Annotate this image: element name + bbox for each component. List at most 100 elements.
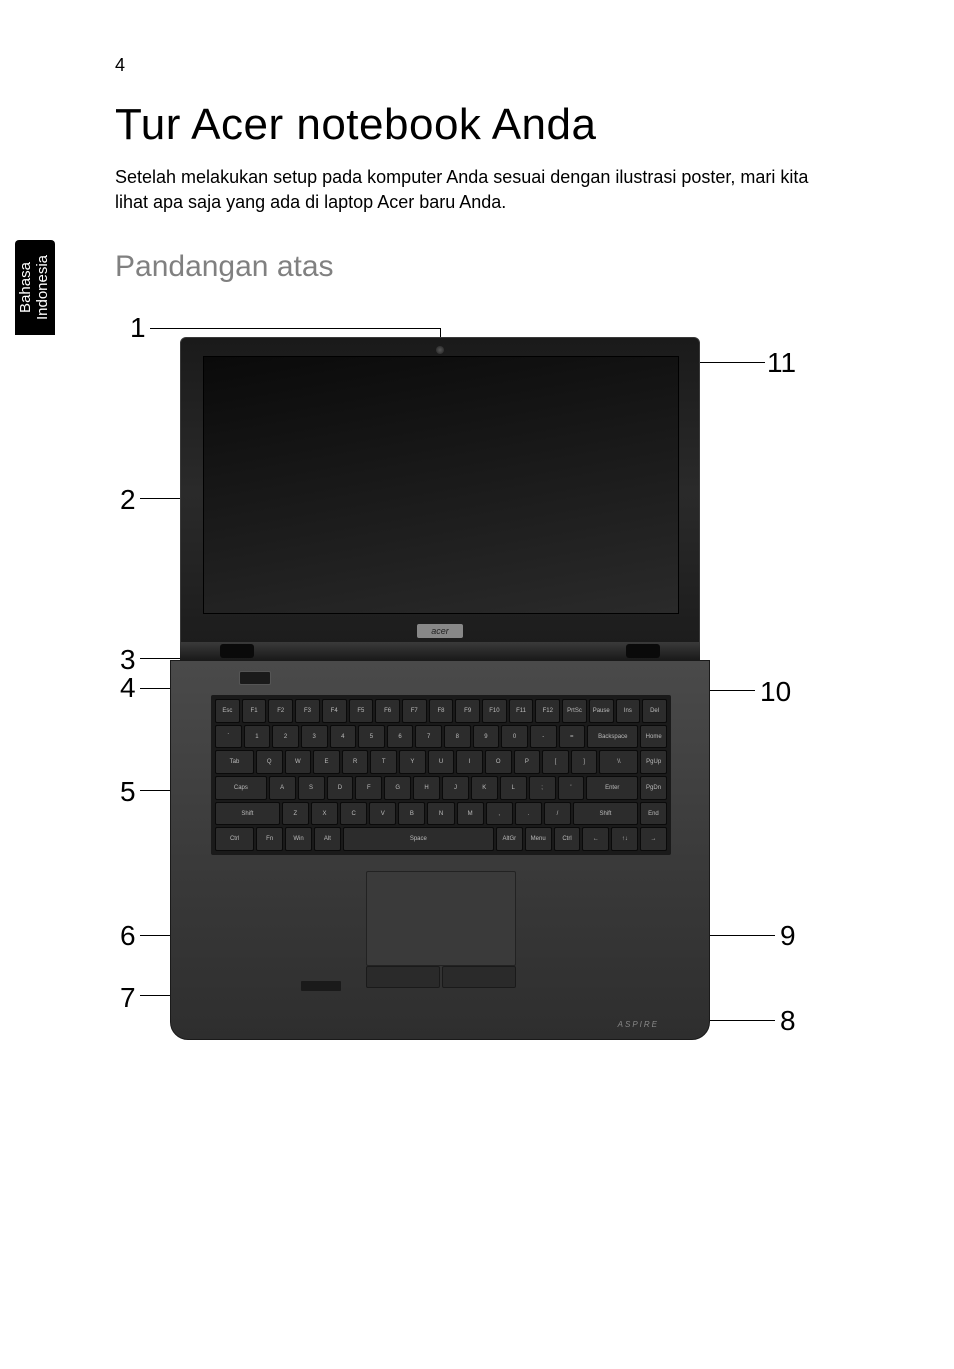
- key-row-q: Tab Q W E R T Y U I O P [ ] \\ PgUp: [215, 750, 667, 774]
- key: F3: [295, 699, 320, 723]
- key: 8: [444, 725, 471, 749]
- key: 1: [244, 725, 271, 749]
- key-arrow-left: ←: [582, 827, 609, 851]
- key: F6: [375, 699, 400, 723]
- laptop-screen: [203, 356, 679, 614]
- page-title: Tur Acer notebook Anda: [115, 100, 596, 150]
- callout-7: 7: [120, 982, 136, 1014]
- key: 7: [415, 725, 442, 749]
- intro-paragraph: Setelah melakukan setup pada komputer An…: [115, 165, 815, 215]
- key-tab: Tab: [215, 750, 254, 774]
- key: T: [370, 750, 397, 774]
- key-space: Space: [343, 827, 494, 851]
- screen-brand-logo: acer: [417, 624, 463, 638]
- language-tab-text: Bahasa Indonesia: [19, 255, 52, 320]
- key: Ins: [616, 699, 641, 723]
- key-menu: Menu: [525, 827, 552, 851]
- key-ctrl-r: Ctrl: [554, 827, 581, 851]
- callout-6: 6: [120, 920, 136, 952]
- key: D: [327, 776, 354, 800]
- key: I: [456, 750, 483, 774]
- key-win: Win: [285, 827, 312, 851]
- key: 0: [501, 725, 528, 749]
- laptop-diagram: acer Esc F1 F2 F3 F4 F5 F6 F7 F8 F9 F10 …: [180, 337, 700, 1042]
- key: ;: [529, 776, 556, 800]
- key: PrtSc: [562, 699, 587, 723]
- key: .: [515, 802, 542, 826]
- key: Del: [642, 699, 667, 723]
- leader-1: [150, 328, 440, 329]
- lang-line-2: Indonesia: [34, 255, 51, 320]
- key: S: [298, 776, 325, 800]
- key: F8: [429, 699, 454, 723]
- callout-11: 11: [767, 347, 796, 379]
- key: ': [558, 776, 585, 800]
- key: Z: [282, 802, 309, 826]
- key-row-num: ` 1 2 3 4 5 6 7 8 9 0 - = Backspace Home: [215, 725, 667, 749]
- key: O: [485, 750, 512, 774]
- callout-8: 8: [780, 1005, 796, 1037]
- callout-5: 5: [120, 776, 136, 808]
- key: 3: [301, 725, 328, 749]
- key: 6: [387, 725, 414, 749]
- page-number: 4: [115, 55, 125, 76]
- key: =: [559, 725, 586, 749]
- key: E: [313, 750, 340, 774]
- key: -: [530, 725, 557, 749]
- status-indicators: [301, 981, 341, 991]
- key: 4: [330, 725, 357, 749]
- touchpad-button-left: [366, 966, 440, 988]
- key: F11: [509, 699, 534, 723]
- key: A: [269, 776, 296, 800]
- webcam-icon: [436, 346, 444, 354]
- laptop-base: Esc F1 F2 F3 F4 F5 F6 F7 F8 F9 F10 F11 F…: [170, 660, 710, 1040]
- key: F1: [242, 699, 267, 723]
- callout-4: 4: [120, 672, 136, 704]
- key: `: [215, 725, 242, 749]
- keyboard: Esc F1 F2 F3 F4 F5 F6 F7 F8 F9 F10 F11 F…: [211, 695, 671, 855]
- key: PgDn: [640, 776, 667, 800]
- key: Esc: [215, 699, 240, 723]
- key: Pause: [589, 699, 614, 723]
- key-ctrl-l: Ctrl: [215, 827, 254, 851]
- key-fn: Fn: [256, 827, 283, 851]
- key-row-fn: Esc F1 F2 F3 F4 F5 F6 F7 F8 F9 F10 F11 F…: [215, 699, 667, 723]
- key: F: [355, 776, 382, 800]
- laptop-hinge: [180, 642, 700, 660]
- lang-line-1: Bahasa: [18, 262, 35, 313]
- key: L: [500, 776, 527, 800]
- callout-1: 1: [130, 312, 146, 344]
- key: F4: [322, 699, 347, 723]
- key: M: [457, 802, 484, 826]
- key: F12: [535, 699, 560, 723]
- key-caps: Caps: [215, 776, 267, 800]
- key: 9: [473, 725, 500, 749]
- key: F7: [402, 699, 427, 723]
- key: Y: [399, 750, 426, 774]
- key: R: [342, 750, 369, 774]
- key: \\: [599, 750, 638, 774]
- key: /: [544, 802, 571, 826]
- key-altgr: AltGr: [496, 827, 523, 851]
- key: PgUp: [640, 750, 667, 774]
- hinge-left: [220, 644, 254, 658]
- key: ,: [486, 802, 513, 826]
- key: V: [369, 802, 396, 826]
- key: End: [640, 802, 667, 826]
- key-arrow-updown: ↑↓: [611, 827, 638, 851]
- key: 2: [272, 725, 299, 749]
- touchpad-button-right: [442, 966, 516, 988]
- key: B: [398, 802, 425, 826]
- key: [: [542, 750, 569, 774]
- key: C: [340, 802, 367, 826]
- language-tab: Bahasa Indonesia: [15, 240, 55, 335]
- key: H: [413, 776, 440, 800]
- key-enter: Enter: [586, 776, 638, 800]
- key: K: [471, 776, 498, 800]
- key: F2: [268, 699, 293, 723]
- touchpad: [366, 871, 516, 966]
- key: J: [442, 776, 469, 800]
- key-shift-l: Shift: [215, 802, 280, 826]
- hinge-right: [626, 644, 660, 658]
- callout-9: 9: [780, 920, 796, 952]
